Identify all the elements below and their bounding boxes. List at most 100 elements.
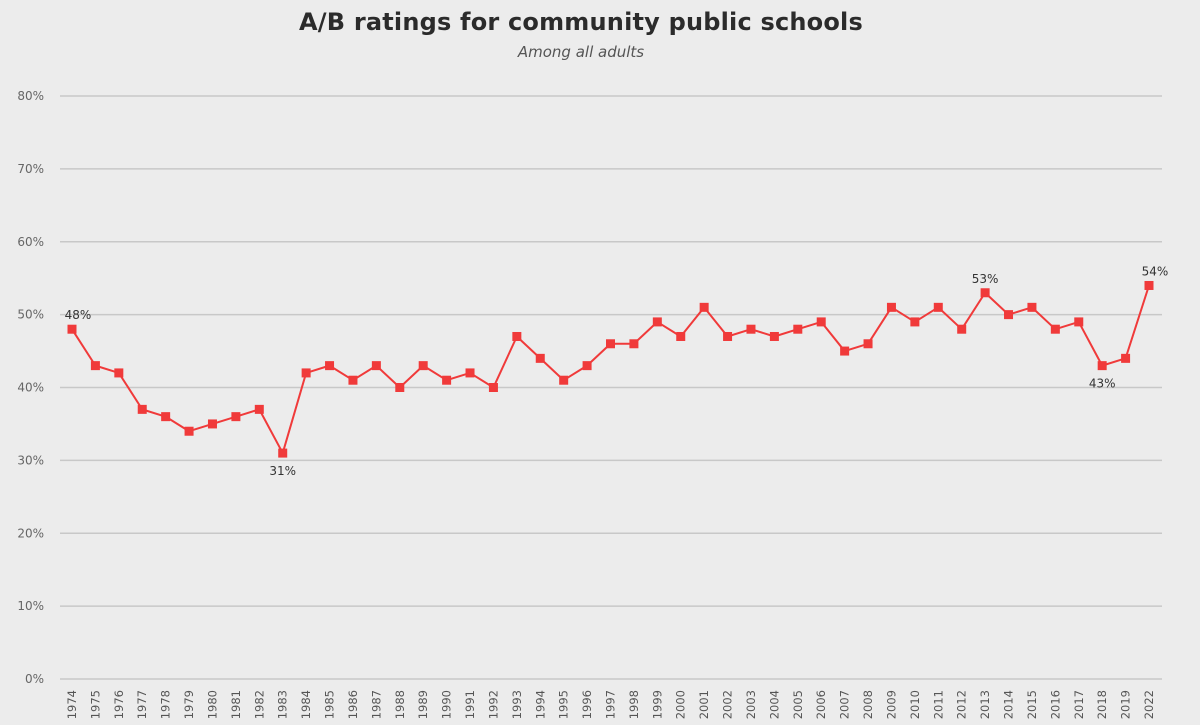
x-tick-label: 2000 (674, 690, 688, 719)
data-point-marker (652, 317, 662, 327)
data-point-marker (886, 302, 896, 312)
x-tick-label: 1977 (135, 690, 149, 719)
x-tick-label: 2017 (1072, 690, 1086, 719)
x-tick-label: 2019 (1119, 690, 1133, 719)
x-tick-label: 2005 (791, 690, 805, 719)
x-tick-label: 2022 (1142, 690, 1156, 719)
x-tick-label: 1985 (323, 690, 337, 719)
data-point-marker (746, 324, 756, 334)
data-point-marker (488, 383, 498, 392)
y-tick-label: 30% (17, 453, 44, 467)
x-tick-label: 2001 (697, 690, 711, 719)
x-tick-label: 1979 (182, 690, 196, 719)
x-tick-label: 2011 (931, 690, 945, 719)
data-point-marker (90, 361, 100, 371)
data-point-marker (957, 324, 967, 334)
x-tick-label: 2002 (721, 690, 735, 719)
data-point-marker (254, 404, 264, 414)
y-tick-label: 40% (17, 381, 44, 395)
data-point-marker (418, 361, 428, 371)
y-tick-label: 0% (25, 672, 44, 686)
data-point-marker (348, 375, 358, 385)
data-point-marker (184, 426, 194, 436)
data-point-marker (465, 368, 475, 378)
x-tick-label: 1986 (346, 690, 360, 719)
data-point-marker (582, 361, 592, 371)
data-point-marker (231, 412, 241, 422)
x-tick-label: 2014 (1002, 690, 1016, 719)
data-point-marker (114, 368, 124, 378)
x-tick-label: 2018 (1095, 690, 1109, 719)
x-tick-label: 1989 (416, 690, 430, 719)
data-point-marker (1027, 302, 1037, 312)
x-tick-label: 2009 (884, 690, 898, 719)
x-tick-label: 1992 (486, 690, 500, 719)
data-point-marker (535, 353, 545, 363)
data-point-marker (606, 339, 615, 349)
data-point-marker (793, 324, 803, 334)
data-point-marker (980, 288, 990, 298)
x-tick-label: 2008 (861, 690, 875, 719)
data-point-marker (325, 361, 335, 371)
data-point-marker (1121, 353, 1131, 363)
y-tick-label: 10% (17, 599, 44, 613)
x-tick-label: 1996 (580, 690, 594, 719)
x-tick-label: 2010 (908, 690, 922, 719)
x-tick-label: 1993 (510, 690, 524, 719)
x-tick-label: 1980 (205, 690, 219, 719)
data-point-marker (278, 448, 288, 458)
data-label: 48% (65, 308, 92, 322)
x-tick-label: 1976 (112, 690, 126, 719)
data-point-marker (1050, 324, 1060, 334)
data-point-marker (840, 346, 850, 356)
x-tick-label: 1975 (88, 690, 102, 719)
x-tick-label: 1994 (533, 690, 547, 719)
chart-title: A/B ratings for community public schools (299, 8, 863, 36)
data-point-marker (442, 375, 452, 385)
y-tick-label: 60% (17, 235, 44, 249)
data-point-marker (301, 368, 311, 378)
data-point-marker (371, 361, 381, 371)
data-point-marker (512, 331, 522, 341)
x-tick-label: 2015 (1025, 690, 1039, 719)
data-point-marker (1144, 280, 1154, 290)
x-tick-label: 1981 (229, 690, 243, 719)
data-point-marker (629, 339, 639, 349)
chart-subtitle: Among all adults (517, 43, 645, 61)
data-point-marker (816, 317, 826, 327)
data-point-marker (863, 339, 873, 349)
data-point-marker (395, 383, 405, 392)
y-tick-label: 70% (17, 162, 44, 176)
data-point-marker (769, 331, 779, 341)
x-tick-label: 1990 (440, 690, 454, 719)
data-point-marker (910, 317, 920, 327)
x-tick-label: 1978 (159, 690, 173, 719)
x-tick-label: 2006 (814, 690, 828, 719)
data-point-marker (161, 412, 171, 422)
x-tick-label: 2003 (744, 690, 758, 719)
x-tick-label: 2004 (767, 690, 781, 719)
y-tick-label: 20% (17, 526, 44, 540)
data-label: 53% (972, 272, 999, 286)
x-tick-label: 2013 (978, 690, 992, 719)
x-tick-label: 2012 (955, 690, 969, 719)
x-tick-label: 1999 (650, 690, 664, 719)
data-point-marker (676, 331, 686, 341)
x-tick-label: 1997 (604, 690, 618, 719)
x-tick-label: 1988 (393, 690, 407, 719)
y-tick-label: 80% (17, 89, 44, 103)
data-label: 54% (1142, 264, 1169, 278)
data-point-marker (933, 302, 943, 312)
data-point-marker (1004, 310, 1014, 320)
x-tick-label: 1984 (299, 690, 313, 719)
data-point-marker (67, 324, 77, 334)
data-point-marker (699, 302, 709, 312)
x-tick-label: 1995 (557, 690, 571, 719)
x-tick-label: 1982 (252, 690, 266, 719)
data-point-marker (1097, 361, 1107, 371)
x-tick-label: 1991 (463, 690, 477, 719)
data-label: 31% (269, 464, 296, 478)
data-point-marker (137, 404, 147, 414)
data-point-marker (723, 331, 733, 341)
